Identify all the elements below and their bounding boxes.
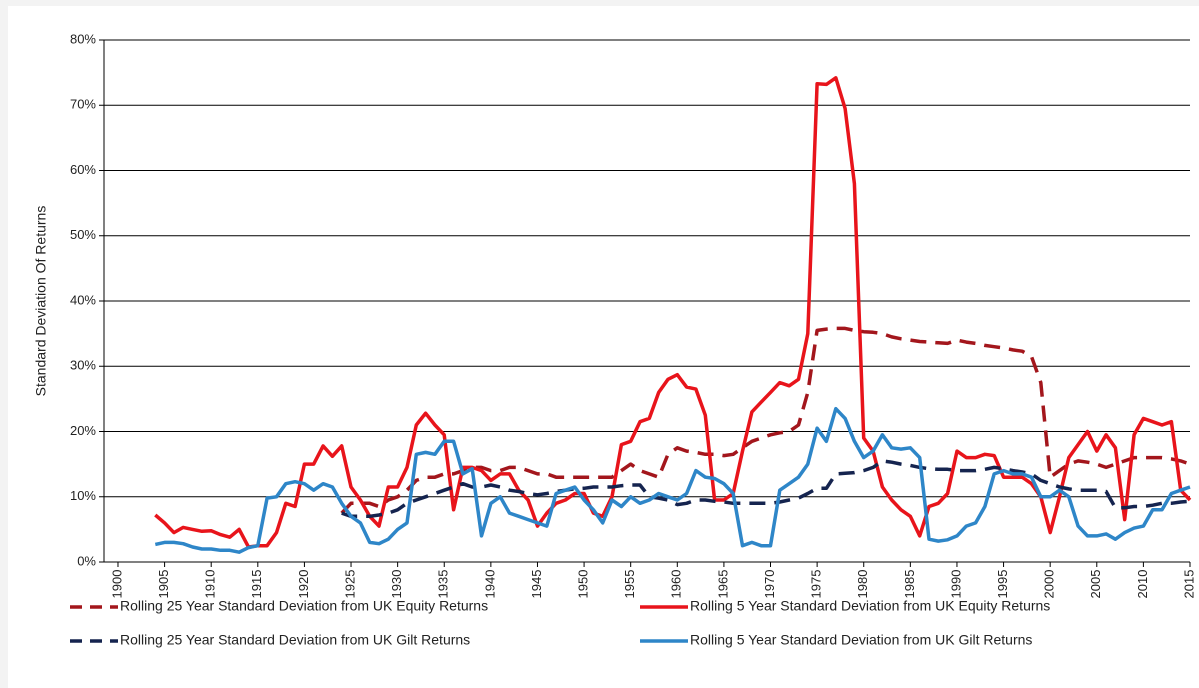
x-tick-label: 1995 bbox=[995, 570, 1010, 599]
x-tick-label: 1920 bbox=[296, 570, 311, 599]
x-tick-label: 2000 bbox=[1042, 570, 1057, 599]
y-tick-label: 30% bbox=[70, 358, 96, 373]
x-tick-label: 1915 bbox=[249, 570, 264, 599]
y-tick-label: 10% bbox=[70, 488, 96, 503]
x-tick-label: 1990 bbox=[948, 570, 963, 599]
y-tick-label: 0% bbox=[77, 553, 96, 568]
x-tick-label: 1960 bbox=[669, 570, 684, 599]
series-line bbox=[154, 406, 1191, 554]
legend-label: Rolling 5 Year Standard Deviation from U… bbox=[690, 598, 1050, 614]
x-tick-label: 1900 bbox=[109, 570, 124, 599]
x-tick-label: 1950 bbox=[576, 570, 591, 599]
y-axis-label: Standard Deviation Of Returns bbox=[33, 206, 49, 397]
x-tick-label: 1975 bbox=[809, 570, 824, 599]
x-tick-label: 1930 bbox=[389, 570, 404, 599]
x-tick-label: 1935 bbox=[436, 570, 451, 599]
y-tick-label: 60% bbox=[70, 162, 96, 177]
x-tick-label: 1980 bbox=[855, 570, 870, 599]
x-tick-label: 1945 bbox=[529, 570, 544, 599]
x-tick-label: 1905 bbox=[156, 570, 171, 599]
y-tick-label: 80% bbox=[70, 31, 96, 46]
y-tick-label: 70% bbox=[70, 97, 96, 112]
y-tick-label: 40% bbox=[70, 292, 96, 307]
x-tick-label: 2010 bbox=[1135, 570, 1150, 599]
x-tick-label: 1985 bbox=[902, 570, 917, 599]
legend-label: Rolling 5 Year Standard Deviation from U… bbox=[690, 632, 1032, 648]
y-tick-label: 20% bbox=[70, 423, 96, 438]
chart-background bbox=[8, 6, 1199, 688]
legend-label: Rolling 25 Year Standard Deviation from … bbox=[120, 598, 488, 614]
series-line bbox=[154, 76, 1192, 549]
legend-label: Rolling 25 Year Standard Deviation from … bbox=[120, 632, 470, 648]
x-tick-label: 1940 bbox=[482, 570, 497, 599]
x-tick-label: 1910 bbox=[203, 570, 218, 599]
x-tick-label: 2005 bbox=[1088, 570, 1103, 599]
x-tick-label: 1925 bbox=[342, 570, 357, 599]
x-tick-label: 1965 bbox=[715, 570, 730, 599]
x-tick-label: 1955 bbox=[622, 570, 637, 599]
series-line bbox=[340, 326, 1191, 515]
y-tick-label: 50% bbox=[70, 227, 96, 242]
x-tick-label: 1970 bbox=[762, 570, 777, 599]
x-tick-label: 2015 bbox=[1181, 570, 1196, 599]
